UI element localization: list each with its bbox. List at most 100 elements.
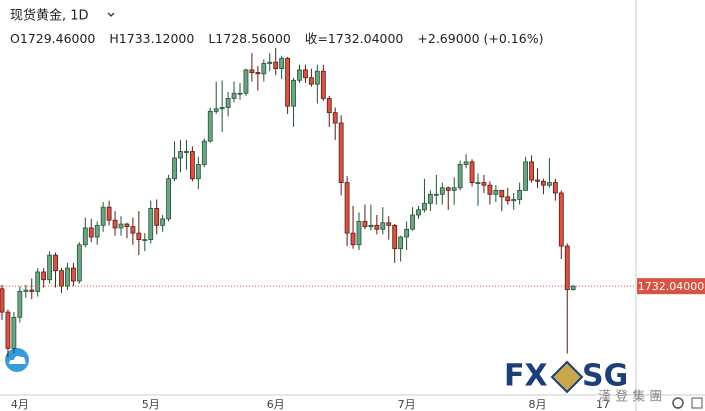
candle-body: [499, 189, 505, 198]
candle-body: [564, 245, 570, 291]
candle-body: [100, 206, 106, 226]
watermark-sg: SG: [582, 359, 628, 394]
candle-body: [469, 161, 475, 184]
candle-body: [154, 208, 160, 226]
candle-body: [142, 239, 148, 241]
candle-body: [219, 107, 225, 110]
candle-body: [88, 227, 94, 238]
watermark-subtitle: 漢 登 集 團: [598, 389, 662, 405]
candle-body: [112, 219, 118, 229]
candle-body: [172, 157, 177, 180]
candle-body: [249, 69, 255, 73]
candle-body: [303, 69, 308, 79]
candle-body: [314, 70, 320, 85]
candle-body: [53, 254, 58, 272]
candle-body: [493, 189, 499, 195]
candle-body: [463, 161, 469, 165]
candle-body: [350, 232, 356, 246]
candle-body: [481, 182, 487, 186]
candle-body: [17, 290, 23, 318]
candle-body: [404, 228, 410, 238]
candle-body: [433, 193, 439, 196]
candle-body: [570, 285, 576, 290]
legend-item: 收=1732.04000: [305, 31, 404, 46]
candle-body: [291, 79, 296, 107]
candle-body: [82, 227, 88, 246]
candle-body: [273, 61, 279, 70]
candle-body: [368, 224, 374, 228]
candle-body: [439, 187, 445, 195]
candle-body: [11, 316, 17, 349]
candle-body: [166, 178, 172, 220]
x-tick-label: 8月: [529, 398, 547, 411]
candle-body: [380, 222, 386, 230]
settings-button[interactable]: [672, 397, 684, 409]
candle-body: [547, 182, 552, 186]
watermark-logo: [550, 360, 584, 394]
toolbar-icons: [672, 397, 703, 409]
candle-body: [94, 224, 100, 238]
candle-body: [475, 182, 481, 185]
candle-body: [76, 244, 82, 282]
candle-body: [124, 223, 130, 228]
candle-body: [184, 151, 189, 153]
candle-body: [523, 161, 528, 191]
candle-body: [148, 208, 154, 240]
candle-body: [231, 92, 237, 99]
candle-body: [511, 199, 517, 202]
candle-body: [23, 289, 29, 292]
candle-body: [279, 57, 285, 70]
candle-body: [35, 271, 41, 292]
candle-body: [422, 202, 427, 211]
x-tick-label: 6月: [267, 398, 285, 411]
fullscreen-button[interactable]: [691, 397, 703, 409]
legend-item: H1733.12000: [109, 31, 194, 46]
ohlc-legend: O1729.46000 H1733.12000 L1728.56000 收=1732.…: [10, 31, 543, 46]
candle-body: [386, 222, 392, 226]
candle-body: [106, 206, 112, 221]
candle-body: [416, 209, 421, 216]
candle-body: [517, 189, 523, 200]
candle-body: [255, 72, 261, 75]
chart-title: 现货黄金, 1D: [10, 8, 89, 24]
candle-body: [535, 179, 540, 182]
watermark-fx: FX: [504, 359, 548, 394]
candle-body: [160, 218, 166, 226]
candle-body: [65, 267, 70, 287]
x-tick-label: 4月: [11, 398, 29, 411]
candle-body: [130, 226, 136, 234]
candle-body: [195, 164, 201, 180]
legend-item: O1729.46000: [10, 31, 95, 46]
candle-body: [344, 182, 350, 234]
candle-body: [5, 311, 11, 349]
candle-body: [451, 187, 457, 191]
candle-body: [558, 192, 564, 247]
candle-body: [261, 63, 267, 75]
candle-body: [136, 232, 142, 240]
last-price-box: [637, 278, 705, 295]
candle-body: [243, 69, 249, 94]
candle-body: [320, 70, 326, 99]
legend-item: L1728.56000: [208, 31, 291, 46]
x-tick-label: 7月: [398, 398, 416, 411]
candle-body: [410, 214, 415, 230]
candle-body: [457, 164, 463, 189]
candle-body: [529, 161, 534, 181]
last-price-label: 1732.04000: [638, 280, 704, 293]
candle-body: [267, 61, 273, 64]
candle-body: [285, 57, 291, 107]
candle-body: [356, 221, 362, 246]
candle-body: [237, 92, 243, 95]
candle-body: [445, 187, 451, 191]
interval-chevron[interactable]: [107, 12, 115, 17]
candle-body: [225, 98, 231, 108]
candle-body: [29, 289, 35, 292]
candle-body: [392, 224, 398, 250]
candle-body: [297, 69, 302, 81]
candle-body: [201, 140, 207, 165]
candle-body: [338, 122, 344, 184]
candle-body: [118, 223, 124, 229]
candle-body: [552, 182, 558, 194]
